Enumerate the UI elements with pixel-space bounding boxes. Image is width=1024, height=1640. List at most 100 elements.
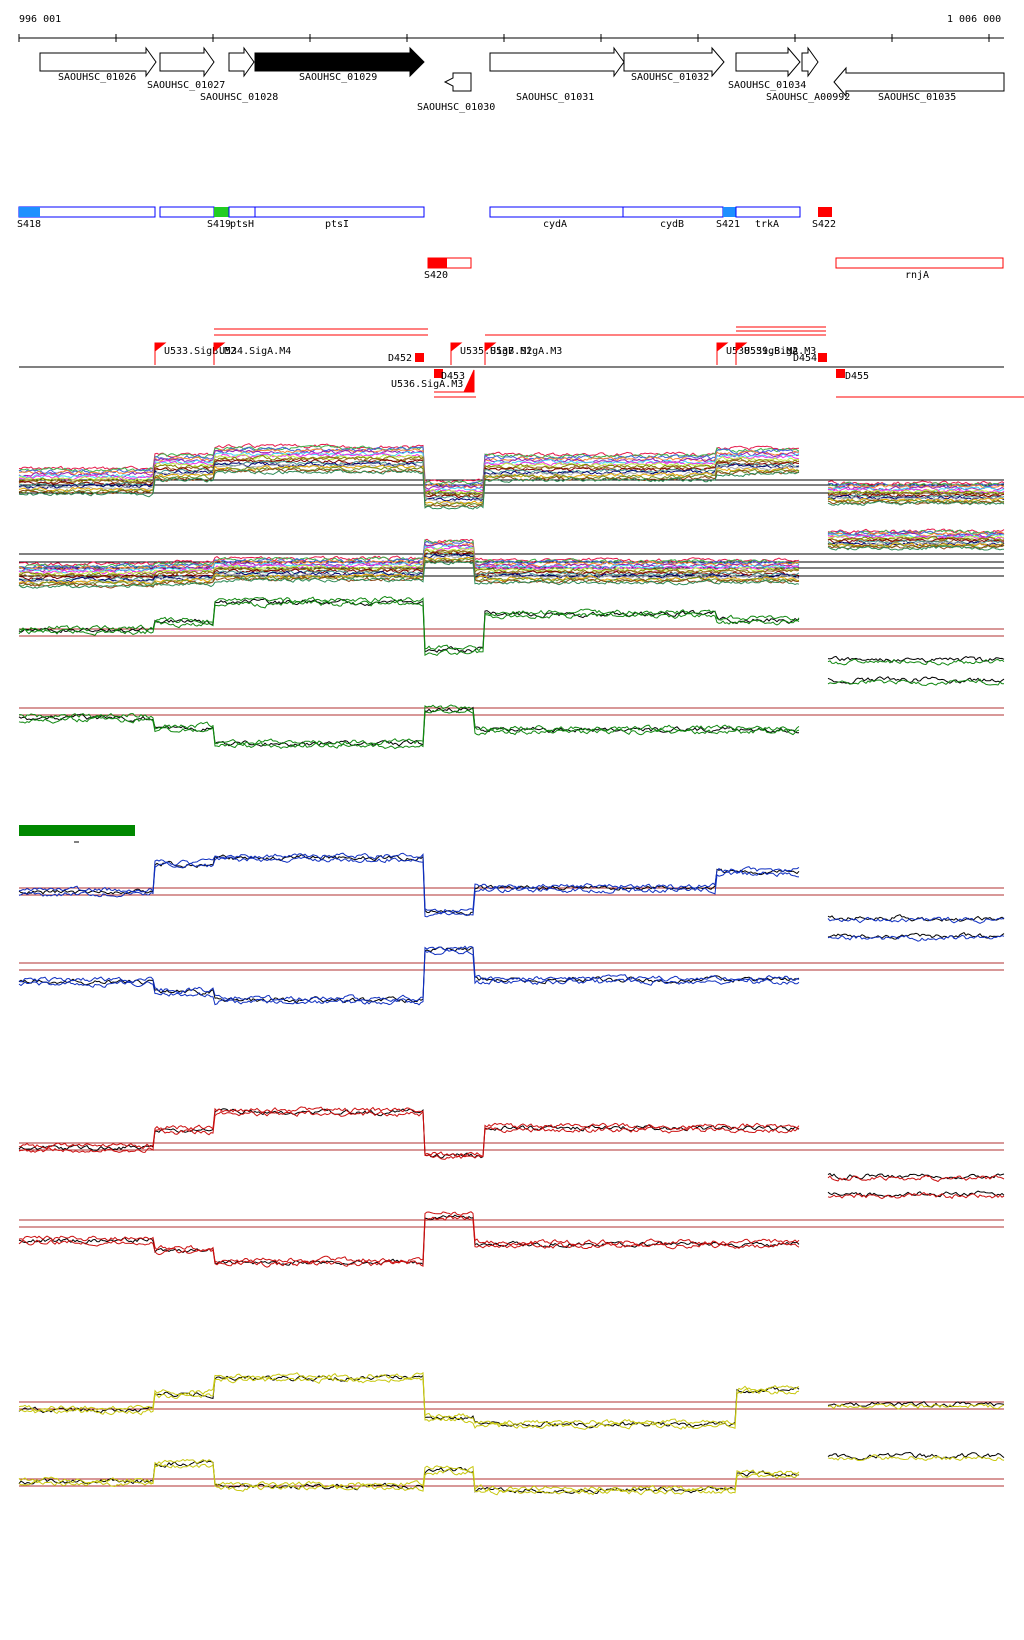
gene-track: SAOUHSC_01026 SAOUHSC_01027 SAOUHSC_0102… xyxy=(39,46,1005,113)
gene-arrow-filled[interactable] xyxy=(254,46,425,78)
expression-line xyxy=(18,945,800,1002)
segment-label: S418 xyxy=(17,219,41,230)
segment-box[interactable] xyxy=(19,207,40,217)
expression-tracks xyxy=(18,443,1005,1496)
feature-label: U537.SigA.M3 xyxy=(490,346,562,357)
feature-label: U533.SigB.M2 xyxy=(164,346,236,357)
terminator-marker[interactable] xyxy=(415,353,424,362)
condition-line xyxy=(827,499,1005,505)
condition-line xyxy=(18,450,800,493)
segment-box[interactable] xyxy=(622,206,724,218)
promoter-marker[interactable] xyxy=(735,342,748,365)
expression-line xyxy=(827,1172,1005,1181)
expression-line xyxy=(18,852,800,914)
expression-line xyxy=(18,709,800,750)
condition-line xyxy=(827,495,1005,502)
condition-line xyxy=(827,537,1004,544)
promoter-marker[interactable] xyxy=(716,342,729,365)
feature-label: D453 xyxy=(441,371,465,382)
expression-line xyxy=(18,595,800,652)
condition-line xyxy=(827,541,1005,548)
gene-label: SAOUHSC_A00992 xyxy=(766,92,850,103)
condition-line xyxy=(827,541,1005,547)
segment-label: ptsI xyxy=(325,219,349,230)
scale-legend-bar xyxy=(19,825,135,836)
expression-line xyxy=(827,916,1005,924)
gene-arrow[interactable] xyxy=(735,46,801,78)
gene-arrow[interactable] xyxy=(159,46,215,78)
promoter-marker[interactable] xyxy=(450,342,463,365)
promoter-marker[interactable] xyxy=(434,369,475,393)
condition-line xyxy=(18,448,800,489)
segment-box[interactable] xyxy=(214,207,229,217)
segment-box[interactable] xyxy=(735,206,801,218)
condition-line xyxy=(827,534,1005,541)
expression-line xyxy=(827,1403,1005,1410)
end-coordinate-label: 1 006 000 xyxy=(947,14,1001,25)
segment-track: S418 S419 ptsH ptsI cydA cydB S421 trkA … xyxy=(17,206,1004,281)
gene-arrow[interactable] xyxy=(623,46,725,78)
gene-arrow[interactable] xyxy=(228,46,255,78)
expression-line xyxy=(18,1106,800,1158)
gene-arrow[interactable] xyxy=(833,66,1005,98)
segment-box[interactable] xyxy=(835,257,1004,269)
condition-line xyxy=(827,487,1005,494)
promoter-marker[interactable] xyxy=(154,342,167,365)
segment-box[interactable] xyxy=(228,206,256,218)
gene-arrow[interactable] xyxy=(39,46,157,78)
segment-box[interactable] xyxy=(723,207,736,217)
expression-line xyxy=(18,949,800,1006)
condition-line xyxy=(18,560,800,589)
condition-line xyxy=(827,497,1005,503)
promoter-marker[interactable] xyxy=(484,342,497,365)
expression-line xyxy=(827,1192,1005,1200)
gene-label: SAOUHSC_01026 xyxy=(58,72,136,83)
condition-line xyxy=(827,537,1005,543)
expression-line xyxy=(18,1377,800,1430)
expression-line xyxy=(827,658,1005,666)
terminator-marker[interactable] xyxy=(434,369,443,378)
condition-line xyxy=(18,464,800,505)
segment-box[interactable] xyxy=(818,207,832,217)
gene-label: SAOUHSC_01027 xyxy=(147,80,225,91)
segment-box[interactable] xyxy=(254,206,425,218)
gene-arrow[interactable] xyxy=(489,46,625,78)
segment-label: S419 xyxy=(207,219,231,230)
expression-line xyxy=(827,1190,1005,1198)
expression-line xyxy=(18,704,800,747)
feature-label: D452 xyxy=(388,353,412,364)
terminator-marker[interactable] xyxy=(818,353,827,362)
condition-line xyxy=(827,528,1005,534)
start-coordinate-label: 996 001 xyxy=(19,14,61,25)
condition-line xyxy=(827,499,1005,506)
expression-line xyxy=(18,1372,800,1426)
gene-label: SAOUHSC_01034 xyxy=(728,80,806,91)
expression-line xyxy=(18,706,799,747)
expression-line xyxy=(827,1174,1005,1183)
expression-line xyxy=(18,1215,800,1268)
condition-line xyxy=(18,549,800,579)
condition-line xyxy=(18,458,800,499)
feature-label: U535.SigB.M2 xyxy=(460,346,532,357)
feature-label: D454 xyxy=(793,353,817,364)
promoter-marker[interactable] xyxy=(213,342,226,365)
condition-line xyxy=(18,453,800,494)
gene-arrow[interactable] xyxy=(801,46,819,78)
condition-line xyxy=(18,463,800,505)
expression-line xyxy=(827,1454,1005,1461)
condition-line xyxy=(827,494,1005,501)
segment-label: S422 xyxy=(812,219,836,230)
expression-line xyxy=(827,655,1005,664)
feature-label: U534.SigA.M4 xyxy=(219,346,291,357)
gene-arrow[interactable] xyxy=(443,72,472,92)
condition-line xyxy=(18,449,800,490)
condition-line xyxy=(827,493,1005,498)
condition-line xyxy=(827,490,1005,496)
condition-line xyxy=(18,539,800,568)
segment-box[interactable] xyxy=(428,258,447,268)
segment-box[interactable] xyxy=(489,206,624,218)
terminator-marker[interactable] xyxy=(836,369,845,378)
expression-line xyxy=(18,854,800,916)
condition-line xyxy=(827,497,1005,504)
